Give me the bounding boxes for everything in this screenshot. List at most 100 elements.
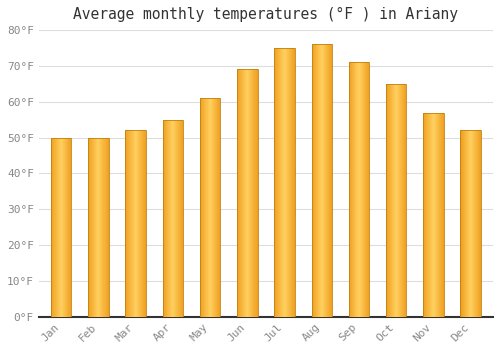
Bar — [361, 62, 362, 317]
Bar — [209, 98, 210, 317]
Bar — [245, 70, 246, 317]
Bar — [398, 84, 399, 317]
Bar — [279, 48, 280, 317]
Bar — [181, 120, 182, 317]
Bar — [294, 48, 295, 317]
Bar — [241, 70, 242, 317]
Bar — [397, 84, 398, 317]
Bar — [288, 48, 289, 317]
Bar — [320, 44, 321, 317]
Bar — [355, 62, 356, 317]
Bar — [104, 138, 105, 317]
Bar — [71, 138, 72, 317]
Bar — [403, 84, 404, 317]
Bar — [426, 112, 427, 317]
Bar — [64, 138, 65, 317]
Bar — [100, 138, 101, 317]
Bar — [462, 131, 463, 317]
Bar — [163, 120, 164, 317]
Bar — [54, 138, 55, 317]
Bar — [250, 70, 251, 317]
Bar — [350, 62, 351, 317]
Bar — [238, 70, 239, 317]
Bar — [202, 98, 203, 317]
Bar — [218, 98, 219, 317]
Title: Average monthly temperatures (°F ) in Ariany: Average monthly temperatures (°F ) in Ar… — [74, 7, 458, 22]
Bar — [402, 84, 403, 317]
Bar — [246, 70, 247, 317]
Bar — [249, 70, 250, 317]
Bar — [280, 48, 281, 317]
Bar — [365, 62, 366, 317]
Bar — [476, 131, 477, 317]
Bar — [91, 138, 92, 317]
Bar — [60, 138, 61, 317]
Bar — [400, 84, 401, 317]
Bar — [429, 112, 430, 317]
Bar — [330, 44, 331, 317]
Bar — [312, 44, 313, 317]
Bar — [210, 98, 211, 317]
Bar — [244, 70, 245, 317]
Bar — [105, 138, 106, 317]
Bar — [174, 120, 175, 317]
Bar — [206, 98, 207, 317]
Bar — [360, 62, 361, 317]
Bar — [106, 138, 107, 317]
Bar — [326, 44, 327, 317]
Bar — [213, 98, 214, 317]
Bar — [440, 112, 441, 317]
Bar — [57, 138, 58, 317]
Bar — [182, 120, 183, 317]
Bar — [315, 44, 316, 317]
Bar — [321, 44, 322, 317]
Bar — [242, 70, 243, 317]
Bar — [393, 84, 394, 317]
Bar — [139, 131, 140, 317]
Bar — [351, 62, 352, 317]
Bar — [291, 48, 292, 317]
Bar — [89, 138, 90, 317]
Bar — [317, 44, 318, 317]
Bar — [69, 138, 70, 317]
Bar — [237, 70, 258, 317]
Bar — [292, 48, 294, 317]
Bar — [219, 98, 220, 317]
Bar — [313, 44, 314, 317]
Bar — [248, 70, 249, 317]
Bar — [479, 131, 480, 317]
Bar — [475, 131, 476, 317]
Bar — [470, 131, 471, 317]
Bar — [52, 138, 53, 317]
Bar — [284, 48, 285, 317]
Bar — [257, 70, 258, 317]
Bar — [56, 138, 57, 317]
Bar — [164, 120, 165, 317]
Bar — [274, 48, 295, 317]
Bar — [179, 120, 180, 317]
Bar — [62, 138, 63, 317]
Bar — [94, 138, 95, 317]
Bar — [464, 131, 465, 317]
Bar — [427, 112, 428, 317]
Bar — [243, 70, 244, 317]
Bar — [405, 84, 406, 317]
Bar — [101, 138, 102, 317]
Bar — [92, 138, 94, 317]
Bar — [134, 131, 135, 317]
Bar — [323, 44, 324, 317]
Bar — [388, 84, 389, 317]
Bar — [278, 48, 279, 317]
Bar — [240, 70, 241, 317]
Bar — [282, 48, 283, 317]
Bar — [359, 62, 360, 317]
Bar — [358, 62, 359, 317]
Bar — [55, 138, 56, 317]
Bar — [331, 44, 332, 317]
Bar — [247, 70, 248, 317]
Bar — [276, 48, 277, 317]
Bar — [424, 112, 425, 317]
Bar — [312, 44, 332, 317]
Bar — [283, 48, 284, 317]
Bar — [275, 48, 276, 317]
